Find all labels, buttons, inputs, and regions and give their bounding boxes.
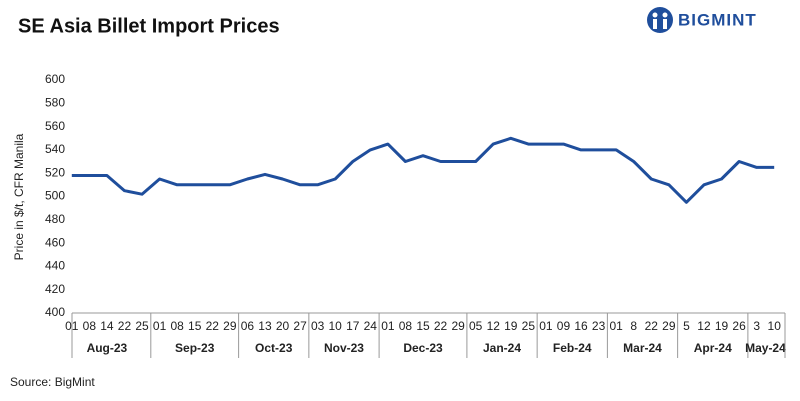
x-tick-label: 08 bbox=[83, 319, 97, 333]
y-tick-label: 460 bbox=[45, 235, 65, 249]
x-tick-label: 01 bbox=[65, 319, 79, 333]
month-label: Oct-23 bbox=[255, 341, 293, 355]
x-tick-label: 24 bbox=[364, 319, 378, 333]
x-tick-label: 27 bbox=[293, 319, 307, 333]
x-tick-label: 13 bbox=[258, 319, 272, 333]
x-tick-label: 01 bbox=[539, 319, 553, 333]
source: Source: BigMint bbox=[10, 375, 95, 389]
month-label: Jan-24 bbox=[483, 341, 521, 355]
brand: BIGMINT bbox=[678, 10, 757, 29]
x-tick-label: 3 bbox=[753, 319, 760, 333]
price-line bbox=[71, 136, 775, 204]
x-tick-label: 08 bbox=[170, 319, 184, 333]
x-tick-label: 09 bbox=[557, 319, 571, 333]
x-tick-label: 25 bbox=[522, 319, 536, 333]
month-label: Aug-23 bbox=[87, 341, 128, 355]
month-label: May-24 bbox=[745, 341, 786, 355]
x-tick-label: 22 bbox=[206, 319, 220, 333]
month-label: Mar-24 bbox=[623, 341, 662, 355]
x-tick-label: 03 bbox=[311, 319, 325, 333]
x-tick-label: 20 bbox=[276, 319, 290, 333]
x-tick-label: 25 bbox=[135, 319, 149, 333]
x-tick-label: 19 bbox=[504, 319, 518, 333]
x-tick-label: 16 bbox=[574, 319, 588, 333]
month-label: Sep-23 bbox=[175, 341, 215, 355]
x-tick-label: 08 bbox=[399, 319, 413, 333]
month-label: Feb-24 bbox=[553, 341, 592, 355]
y-tick-label: 400 bbox=[45, 305, 65, 319]
y-tick-label: 420 bbox=[45, 282, 65, 296]
x-tick-label: 15 bbox=[416, 319, 430, 333]
y-axis-label: Price in $/t, CFR Manila bbox=[12, 133, 26, 260]
x-tick-label: 19 bbox=[715, 319, 729, 333]
x-tick-label: 12 bbox=[697, 319, 711, 333]
y-tick-label: 480 bbox=[45, 212, 65, 226]
x-tick-label: 22 bbox=[434, 319, 448, 333]
x-tick-label: 8 bbox=[630, 319, 637, 333]
x-tick-label: 06 bbox=[241, 319, 255, 333]
x-tick-label: 01 bbox=[609, 319, 623, 333]
chart-title: SE Asia Billet Import Prices bbox=[18, 15, 280, 37]
x-tick-label: 14 bbox=[100, 319, 114, 333]
x-tick-label: 10 bbox=[329, 319, 343, 333]
y-tick-label: 600 bbox=[45, 72, 65, 86]
y-tick-label: 500 bbox=[45, 189, 65, 203]
y-tick-label: 520 bbox=[45, 165, 65, 179]
x-tick-label: 5 bbox=[683, 319, 690, 333]
x-tick-label: 29 bbox=[223, 319, 237, 333]
x-tick-label: 15 bbox=[188, 319, 202, 333]
x-tick-label: 17 bbox=[346, 319, 360, 333]
y-tick-label: 560 bbox=[45, 119, 65, 133]
month-label: Nov-23 bbox=[324, 341, 364, 355]
x-tick-label: 22 bbox=[118, 319, 132, 333]
x-tick-label: 05 bbox=[469, 319, 483, 333]
x-tick-label: 01 bbox=[381, 319, 395, 333]
month-label: Dec-23 bbox=[403, 341, 443, 355]
x-tick-label: 29 bbox=[451, 319, 465, 333]
x-tick-label: 10 bbox=[768, 319, 782, 333]
y-tick-label: 440 bbox=[45, 259, 65, 273]
x-tick-label: 01 bbox=[153, 319, 167, 333]
logo bbox=[647, 7, 673, 33]
x-tick-label: 23 bbox=[592, 319, 606, 333]
month-label: Apr-24 bbox=[694, 341, 732, 355]
y-tick-label: 580 bbox=[45, 95, 65, 109]
x-tick-label: 29 bbox=[662, 319, 676, 333]
x-tick-label: 12 bbox=[487, 319, 501, 333]
x-tick-label: 26 bbox=[732, 319, 746, 333]
x-tick-label: 22 bbox=[645, 319, 659, 333]
y-tick-label: 540 bbox=[45, 142, 65, 156]
